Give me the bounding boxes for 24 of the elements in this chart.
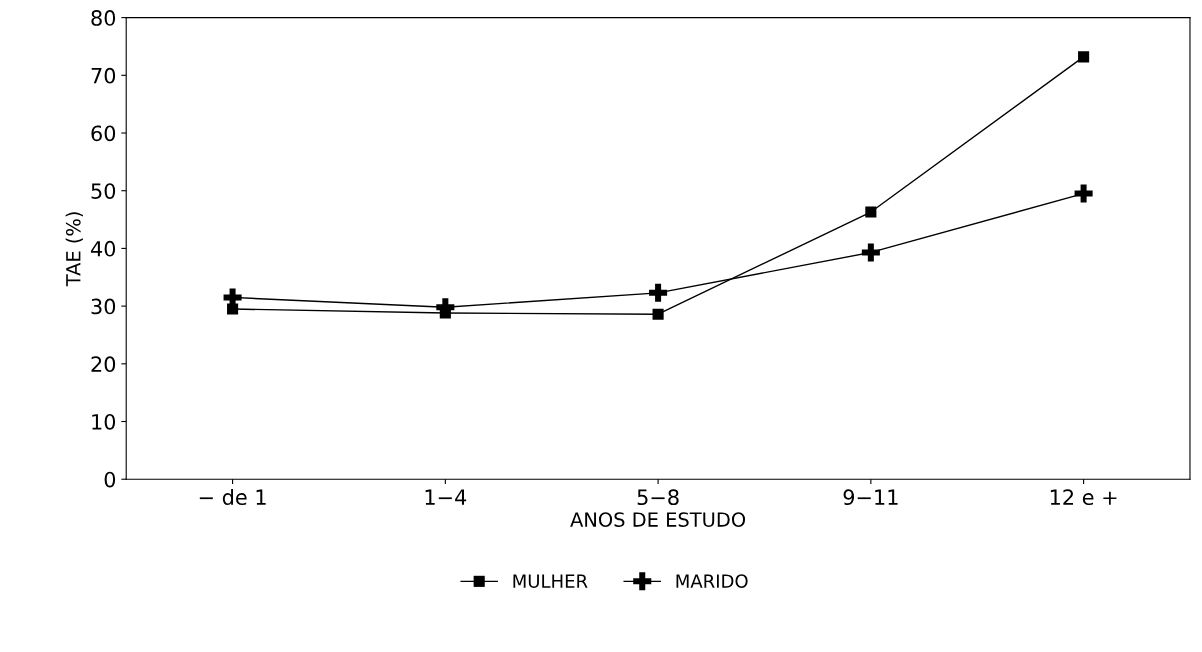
legend-label: MARIDO — [676, 574, 748, 588]
y-axis-title: TAE (%) — [65, 212, 83, 287]
y-tick-label: 50 — [91, 183, 116, 199]
point — [1078, 51, 1090, 63]
x-tick-label: 1−4 — [425, 489, 467, 505]
y-tick-label: 80 — [91, 10, 116, 26]
y-tick-label: 70 — [91, 67, 116, 84]
x-tick-label: 5−8 — [637, 489, 679, 506]
point — [649, 283, 668, 302]
y-tick-label: 30 — [91, 298, 116, 315]
y-tick-label: 0 — [104, 471, 116, 488]
x-tick-label: 12 e + — [1050, 489, 1117, 506]
y-tick-label: 40 — [91, 240, 116, 257]
point — [652, 308, 664, 320]
legend-label: MULHER — [513, 574, 588, 588]
y-tick-label: 10 — [92, 413, 116, 430]
y-tick-label: 60 — [91, 125, 116, 142]
x-axis-title: ANOS DE ESTUDO — [570, 512, 746, 527]
x-tick-label: − de 1 — [199, 488, 266, 506]
point — [865, 206, 877, 218]
point — [1074, 184, 1093, 203]
y-tick-label: 20 — [91, 356, 116, 373]
point — [861, 243, 880, 262]
x-tick-label: 9−11 — [843, 489, 898, 506]
